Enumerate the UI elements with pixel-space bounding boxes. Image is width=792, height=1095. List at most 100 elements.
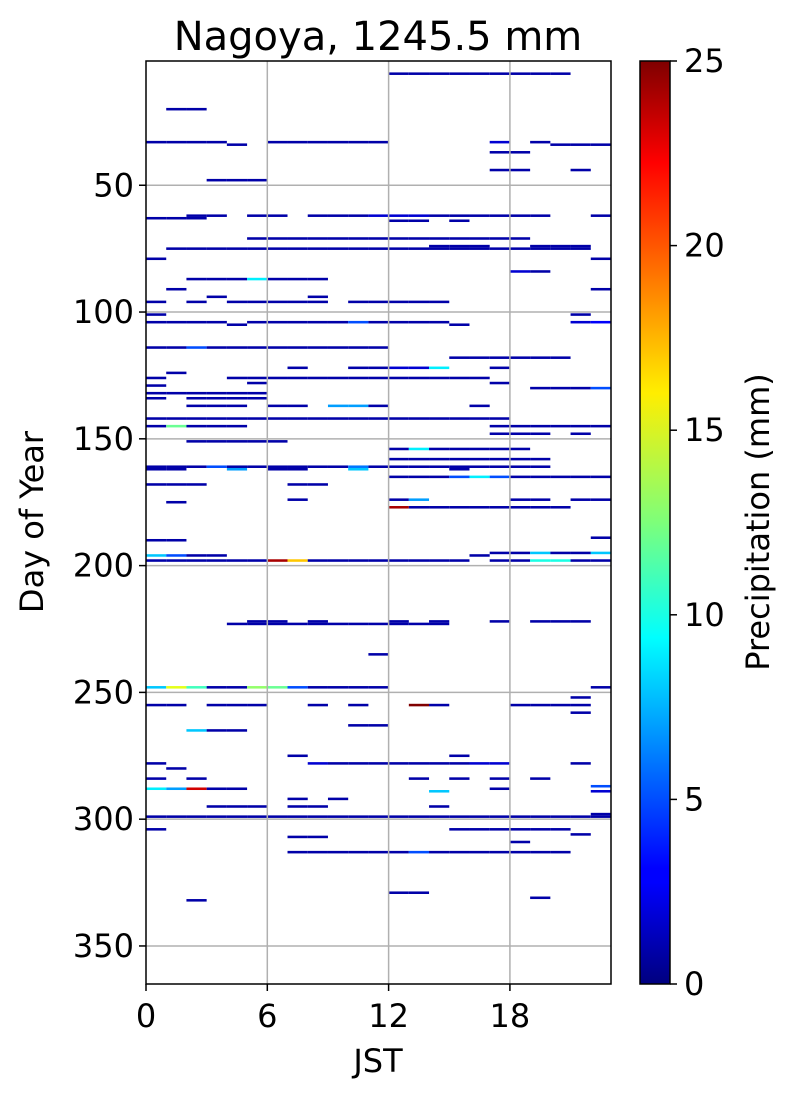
heatmap-cell (550, 551, 571, 555)
heatmap-cell (287, 247, 308, 250)
heatmap-cell (267, 404, 288, 408)
heatmap-cell (489, 815, 510, 818)
heatmap-cell (388, 891, 409, 894)
heatmap-cell (206, 559, 227, 562)
heatmap-cell (186, 140, 207, 144)
heatmap-cell (489, 828, 510, 831)
heatmap-cell (449, 417, 470, 420)
heatmap-cell (226, 300, 248, 304)
heatmap-cell (530, 703, 551, 707)
heatmap-cell (590, 790, 611, 793)
heatmap-cell (267, 346, 288, 349)
heatmap-cell (489, 366, 510, 370)
heatmap-cell (449, 247, 470, 250)
heatmap-cell (570, 320, 591, 324)
heatmap-cell (388, 498, 409, 501)
heatmap-cell (368, 376, 389, 380)
heatmap-cell (449, 214, 470, 217)
heatmap-cell (186, 214, 207, 217)
heatmap-cell (489, 168, 510, 172)
heatmap-cell (206, 465, 227, 468)
heatmap-cell (449, 447, 470, 451)
heatmap-cell (408, 815, 430, 818)
heatmap-cell (550, 424, 571, 428)
heatmap-cell (368, 237, 389, 240)
heatmap-cell (226, 247, 248, 250)
heatmap-cell (570, 475, 591, 479)
heatmap-cell (307, 559, 328, 562)
heatmap-cell (307, 835, 328, 839)
heatmap-cell (408, 498, 430, 501)
heatmap-cell (449, 219, 470, 223)
heatmap-cell (226, 417, 248, 420)
heatmap-cell (247, 381, 268, 385)
heatmap-cell (590, 812, 611, 816)
heatmap-cell (146, 216, 167, 220)
heatmap-cell (530, 247, 551, 250)
chart-title: Nagoya, 1245.5 mm (174, 14, 583, 60)
heatmap-cell (570, 313, 591, 316)
heatmap-cell (287, 417, 308, 420)
heatmap-cell (247, 686, 268, 689)
heatmap-cell (348, 237, 369, 240)
heatmap-cell (146, 538, 167, 542)
heatmap-cell (348, 376, 369, 380)
heatmap-cell (590, 287, 611, 291)
heatmap-cell (327, 140, 349, 144)
heatmap-cell (590, 686, 611, 689)
heatmap-cell (226, 376, 248, 380)
heatmap-cell (186, 216, 207, 220)
heatmap-cell (226, 396, 248, 400)
heatmap-cell (590, 559, 611, 562)
heatmap-cell (469, 762, 490, 765)
heatmap-cell (307, 465, 328, 468)
heatmap-cell (429, 417, 450, 420)
heatmap-cell (348, 703, 369, 707)
heatmap-cell (267, 559, 288, 562)
heatmap-cell (388, 300, 409, 304)
y-tick-label: 350 (73, 927, 134, 965)
heatmap-cell (267, 300, 288, 304)
heatmap-cell (327, 815, 349, 818)
x-axis-label: JST (351, 1042, 403, 1080)
y-axis-label: Day of Year (13, 430, 51, 613)
heatmap-cell (287, 835, 308, 839)
heatmap-cell (166, 483, 187, 486)
heatmap-cell (469, 244, 490, 248)
heatmap-cell (166, 287, 187, 291)
heatmap-cell (530, 777, 551, 780)
heatmap-cell (489, 237, 510, 240)
heatmap-cell (206, 703, 227, 707)
heatmap-cell (590, 424, 611, 428)
heatmap-cell (327, 346, 349, 349)
heatmap-cell (509, 465, 531, 468)
heatmap-cell (166, 559, 187, 562)
heatmap-cell (368, 622, 389, 626)
heatmap-cell (226, 729, 248, 732)
heatmap-cell (166, 467, 187, 471)
heatmap-cell (348, 850, 369, 854)
heatmap-cell (247, 620, 268, 623)
heatmap-cell (368, 815, 389, 818)
heatmap-cell (206, 140, 227, 144)
heatmap-cell (449, 244, 470, 248)
heatmap-cell (327, 465, 349, 468)
heatmap-cell (146, 313, 167, 316)
heatmap-cell (348, 622, 369, 626)
heatmap-cell (469, 404, 490, 408)
heatmap-cell (327, 214, 349, 217)
heatmap-cell (449, 376, 470, 380)
heatmap-cell (570, 559, 591, 562)
heatmap-cell (449, 457, 470, 461)
heatmap-cell (489, 214, 510, 217)
heatmap-cell (509, 72, 531, 75)
y-tick-label: 250 (73, 673, 134, 711)
heatmap-cell (509, 828, 531, 831)
heatmap-cell (530, 828, 551, 831)
heatmap-cell (186, 899, 207, 902)
heatmap-cell (348, 465, 369, 468)
heatmap-cell (509, 506, 531, 509)
heatmap-cell (307, 376, 328, 380)
heatmap-cell (186, 815, 207, 818)
heatmap-cell (590, 143, 611, 146)
